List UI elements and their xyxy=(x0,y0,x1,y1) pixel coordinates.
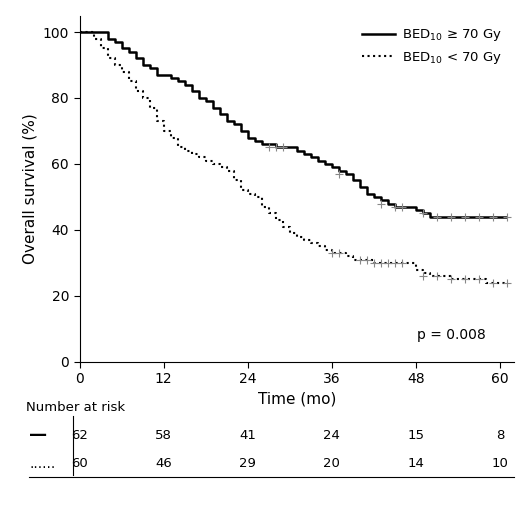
Point xyxy=(475,275,483,283)
Point xyxy=(489,279,497,287)
X-axis label: Time (mo): Time (mo) xyxy=(258,392,336,407)
Text: p = 0.008: p = 0.008 xyxy=(417,328,486,342)
Point xyxy=(264,143,273,151)
Text: 15: 15 xyxy=(408,429,425,442)
Text: ......: ...... xyxy=(29,457,56,471)
Point xyxy=(391,203,399,211)
Point xyxy=(461,212,469,221)
Point xyxy=(433,212,441,221)
Point xyxy=(447,275,455,283)
Point xyxy=(461,275,469,283)
Point xyxy=(334,249,343,257)
Point xyxy=(384,259,392,267)
Point xyxy=(398,259,406,267)
Point xyxy=(377,259,385,267)
Point xyxy=(363,255,371,264)
Text: 60: 60 xyxy=(71,457,88,470)
Text: 46: 46 xyxy=(155,457,172,470)
Text: 58: 58 xyxy=(155,429,172,442)
Y-axis label: Overall survival (%): Overall survival (%) xyxy=(22,113,37,264)
Text: 14: 14 xyxy=(408,457,425,470)
Text: 29: 29 xyxy=(239,457,256,470)
Point xyxy=(475,212,483,221)
Text: 8: 8 xyxy=(496,429,504,442)
Point xyxy=(447,212,455,221)
Text: —: — xyxy=(29,427,47,444)
Point xyxy=(271,143,280,151)
Text: Number at risk: Number at risk xyxy=(26,401,126,414)
Point xyxy=(398,203,406,211)
Point xyxy=(377,200,385,208)
Point xyxy=(419,272,427,280)
Point xyxy=(279,143,287,151)
Text: 20: 20 xyxy=(323,457,340,470)
Point xyxy=(328,249,336,257)
Point xyxy=(356,255,364,264)
Legend: BED$_{10}$ ≥ 70 Gy, BED$_{10}$ < 70 Gy: BED$_{10}$ ≥ 70 Gy, BED$_{10}$ < 70 Gy xyxy=(357,22,508,71)
Point xyxy=(391,259,399,267)
Point xyxy=(489,212,497,221)
Text: 10: 10 xyxy=(492,457,508,470)
Point xyxy=(503,212,511,221)
Point xyxy=(503,279,511,287)
Point xyxy=(334,170,343,178)
Point xyxy=(433,272,441,280)
Point xyxy=(369,259,378,267)
Point xyxy=(419,209,427,218)
Text: 24: 24 xyxy=(323,429,340,442)
Text: 41: 41 xyxy=(239,429,256,442)
Text: 62: 62 xyxy=(71,429,88,442)
